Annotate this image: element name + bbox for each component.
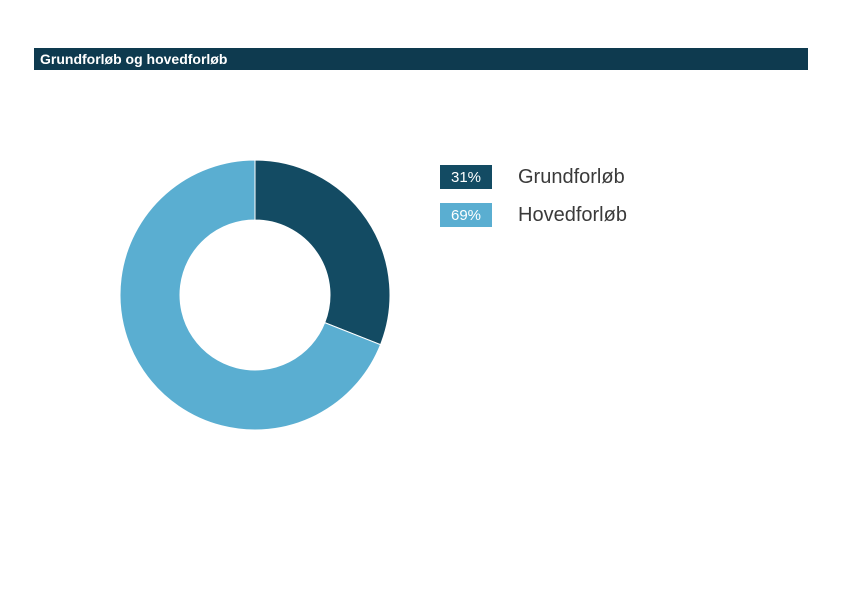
donut-hole <box>180 220 330 370</box>
legend-label-grundforlob: Grundforløb <box>518 166 625 189</box>
legend-badge-grundforlob: 31% <box>440 165 492 189</box>
legend-label-hovedforlob: Hovedforløb <box>518 204 627 227</box>
legend-badge-hovedforlob: 69% <box>440 203 492 227</box>
donut-chart-svg <box>110 150 400 440</box>
page: Grundforløb og hovedforløb 31% Grundforlø… <box>0 0 842 595</box>
title-bar: Grundforløb og hovedforløb <box>34 48 808 70</box>
legend-row-hovedforlob: 69% Hovedforløb <box>440 203 627 227</box>
page-title: Grundforløb og hovedforløb <box>40 51 227 67</box>
legend: 31% Grundforløb 69% Hovedforløb <box>440 165 627 241</box>
legend-row-grundforlob: 31% Grundforløb <box>440 165 627 189</box>
donut-chart <box>110 150 400 440</box>
